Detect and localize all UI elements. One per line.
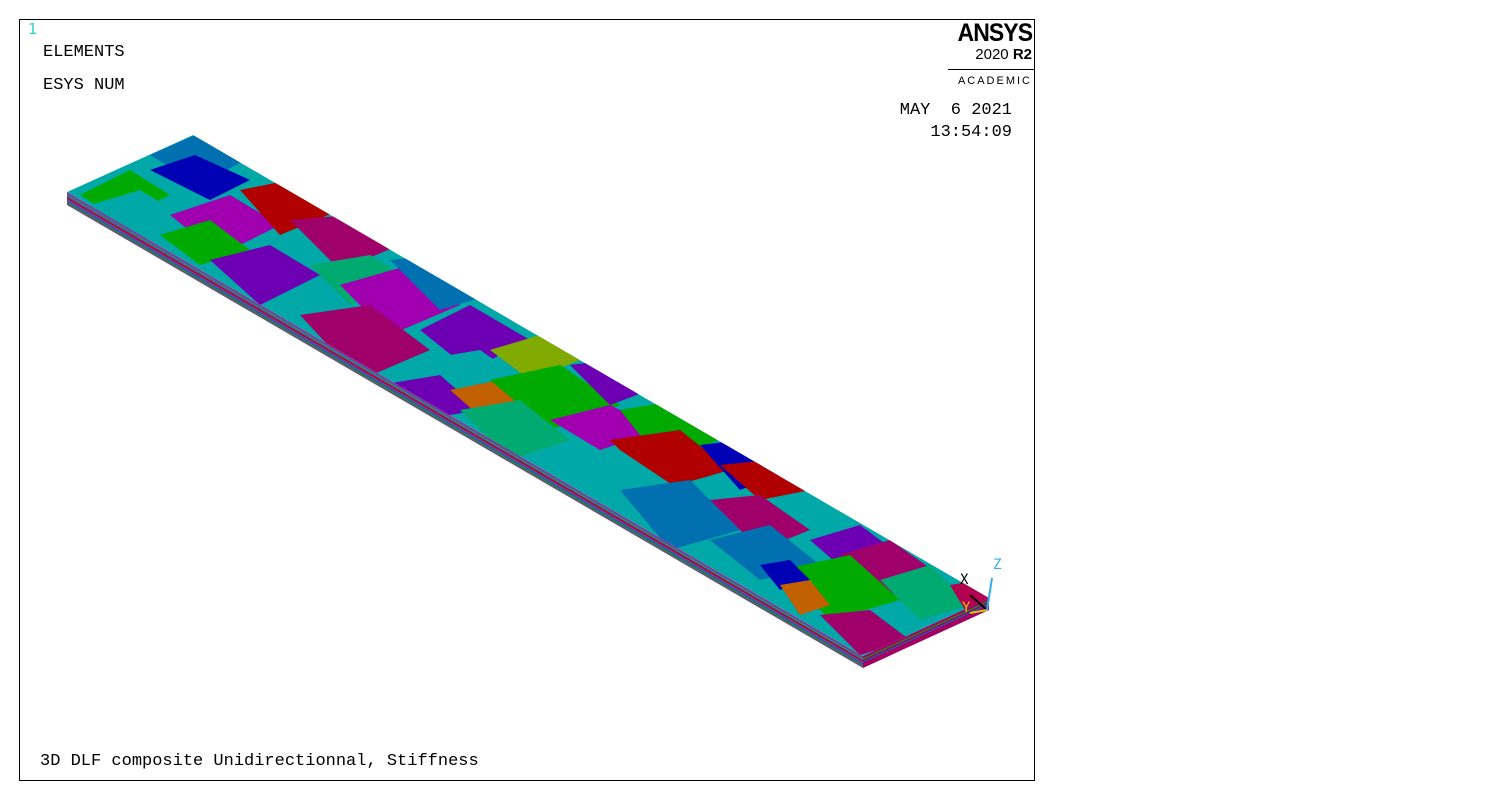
element-patch [780, 555, 900, 620]
element-patch [880, 565, 970, 620]
graphics-viewport[interactable]: 1 ELEMENTS ESYS NUM ANSYS 2020 R2 ACADEM… [19, 19, 1035, 781]
triad-y-label: Y [962, 600, 971, 616]
element-patch [610, 430, 730, 490]
logo-edition: ACADEMIC [957, 75, 1032, 87]
element-patch [240, 180, 340, 235]
plate-layer-lines [66, 194, 990, 667]
plot-time: 13:54:09 [930, 123, 1012, 142]
window-number: 1 [28, 20, 38, 38]
ansys-logo: ANSYS 2020 R2 ACADEMIC [948, 20, 1034, 92]
element-patch [210, 245, 320, 305]
element-patch [570, 360, 650, 405]
logo-brand: ANSYS [957, 19, 1034, 47]
element-patch [620, 480, 740, 550]
triad-y-axis [969, 609, 988, 614]
element-patch [170, 195, 280, 255]
triad-z-label: Z [993, 557, 1002, 573]
element-patch [390, 255, 490, 310]
plot-type-label: ELEMENTS [43, 43, 125, 62]
element-patch [160, 220, 250, 265]
plot-caption: 3D DLF composite Unidirectionnal, Stiffn… [40, 752, 479, 771]
esys-label: ESYS NUM [43, 76, 125, 95]
element-patch [820, 610, 910, 655]
element-patch [780, 580, 830, 615]
axis-triad [969, 577, 993, 614]
triad-x-axis [969, 594, 988, 611]
plot-date: MAY 6 2021 [899, 101, 1012, 120]
logo-version: 2020 R2 [948, 46, 1034, 64]
element-patch [710, 495, 810, 550]
triad-z-axis [986, 577, 993, 611]
element-patch [300, 305, 430, 380]
logo-version-release: R2 [1012, 46, 1032, 63]
element-patch [380, 375, 480, 420]
element-plot[interactable] [20, 20, 1034, 780]
element-patch [90, 190, 190, 245]
plate-top-face [67, 135, 989, 656]
element-patch [150, 155, 250, 200]
element-patch [720, 460, 810, 500]
logo-divider [948, 69, 1034, 70]
element-patch [460, 400, 570, 460]
logo-version-year: 2020 [975, 46, 1009, 63]
triad-x-label: X [960, 572, 969, 588]
